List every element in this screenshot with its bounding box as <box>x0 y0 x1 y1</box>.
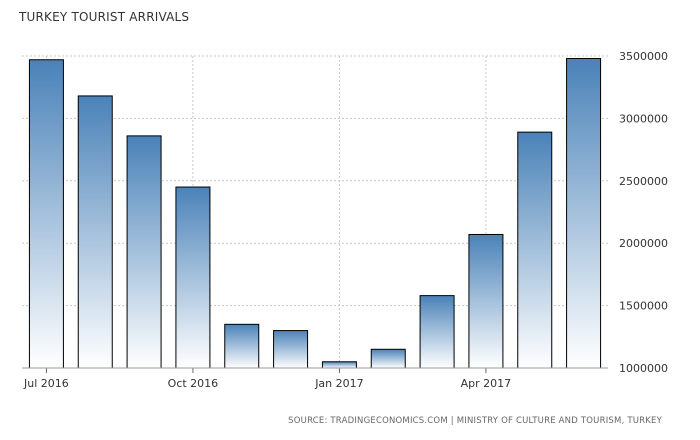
y-tick-label: 3500000 <box>619 50 668 63</box>
bar-oct-2016 <box>175 186 211 369</box>
bar-jul-2016 <box>28 59 64 369</box>
y-tick-label: 3000000 <box>619 112 668 125</box>
bar-aug-2016 <box>77 95 113 369</box>
source-note: SOURCE: TRADINGECONOMICS.COM | MINISTRY … <box>288 416 662 426</box>
y-tick-label: 2000000 <box>619 237 668 250</box>
y-axis: 1000000 1500000 2000000 2500000 3000000 35000… <box>619 50 668 375</box>
y-tick-label: 1500000 <box>619 300 668 313</box>
bar-jun-2017 <box>566 57 602 369</box>
chart-title: TURKEY TOURIST ARRIVALS <box>19 10 190 24</box>
bar-may-2017 <box>517 131 553 369</box>
y-tick-label: 2500000 <box>619 175 668 188</box>
bar-feb-2017 <box>370 348 406 369</box>
grid-lines <box>22 55 608 368</box>
bar-dec-2016 <box>273 330 309 369</box>
bar-mar-2017 <box>419 295 455 369</box>
x-axis: Jul 2016 Oct 2016 Jan 2017 Apr 2017 <box>22 367 608 390</box>
bar-apr-2017 <box>468 233 504 369</box>
x-tick-label: Apr 2017 <box>461 377 512 390</box>
bar-jan-2017 <box>321 361 357 369</box>
x-tick-label: Oct 2016 <box>168 377 219 390</box>
x-tick-label: Jan 2017 <box>314 377 363 390</box>
y-tick-label: 1000000 <box>619 362 668 375</box>
x-tick-label: Jul 2016 <box>23 377 69 390</box>
bar-sep-2016 <box>126 135 162 369</box>
bar-nov-2016 <box>224 323 260 369</box>
bars <box>28 57 602 369</box>
